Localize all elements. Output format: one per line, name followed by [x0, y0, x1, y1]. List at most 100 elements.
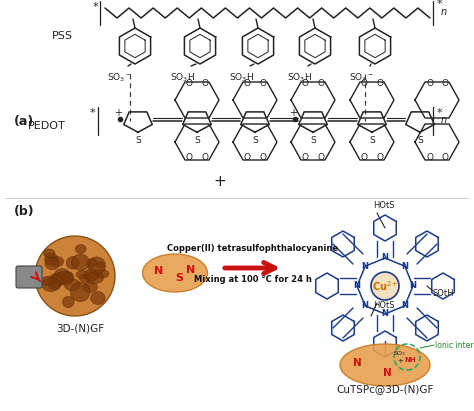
Text: 3D-(N)GF: 3D-(N)GF [56, 323, 104, 333]
Ellipse shape [51, 256, 64, 267]
Text: Copper(II) tetrasulfophthalocyanine: Copper(II) tetrasulfophthalocyanine [167, 243, 338, 252]
Text: N: N [362, 301, 369, 310]
Text: SO$_3$$^-$: SO$_3$$^-$ [108, 72, 133, 85]
Ellipse shape [340, 344, 430, 386]
Ellipse shape [56, 272, 73, 285]
Text: SO$_3$H: SO$_3$H [171, 72, 195, 85]
Ellipse shape [49, 281, 61, 290]
Text: O: O [318, 79, 325, 88]
Text: SO$_3$H: SO$_3$H [229, 72, 255, 85]
Ellipse shape [71, 282, 90, 301]
Text: N: N [382, 254, 389, 263]
Text: S: S [135, 136, 141, 145]
Text: O: O [259, 79, 266, 88]
Text: N: N [401, 262, 408, 271]
Ellipse shape [88, 257, 106, 274]
Text: N: N [401, 301, 408, 310]
Text: O: O [201, 153, 209, 162]
Circle shape [371, 272, 399, 300]
Text: S: S [369, 136, 375, 145]
Text: HOtS: HOtS [373, 302, 394, 310]
Text: S: S [194, 136, 200, 145]
Text: *: * [437, 108, 443, 118]
Text: SO$_3$H: SO$_3$H [288, 72, 312, 85]
Text: O: O [244, 153, 250, 162]
Text: O: O [427, 79, 434, 88]
Text: O: O [185, 153, 192, 162]
Text: (a): (a) [14, 115, 34, 127]
Ellipse shape [91, 291, 105, 305]
Text: SO$_3$$^-$: SO$_3$$^-$ [349, 72, 374, 85]
Text: N: N [353, 358, 361, 368]
Ellipse shape [49, 273, 69, 285]
Text: N: N [186, 265, 196, 275]
Text: NH: NH [404, 357, 416, 363]
Text: O: O [318, 153, 325, 162]
Text: Cu$^{2+}$: Cu$^{2+}$ [372, 279, 398, 293]
Text: S: S [252, 136, 258, 145]
Ellipse shape [50, 275, 63, 287]
Text: S: S [417, 136, 423, 145]
Text: O: O [427, 153, 434, 162]
Ellipse shape [63, 296, 74, 307]
Text: O: O [301, 153, 309, 162]
FancyBboxPatch shape [16, 266, 42, 288]
Ellipse shape [95, 269, 109, 278]
Text: PSS: PSS [52, 31, 73, 41]
Text: O: O [376, 79, 383, 88]
Text: N: N [410, 282, 417, 291]
Text: (b): (b) [14, 205, 35, 217]
Ellipse shape [85, 268, 99, 281]
Ellipse shape [87, 259, 97, 267]
Text: O: O [259, 153, 266, 162]
Text: +: + [114, 108, 122, 118]
Text: *: * [92, 2, 98, 12]
Text: N: N [155, 266, 164, 276]
Text: Ionic interaction: Ionic interaction [435, 340, 474, 349]
Ellipse shape [45, 253, 58, 265]
Text: S: S [175, 273, 183, 283]
Text: n: n [441, 7, 447, 17]
Text: *: * [90, 108, 96, 118]
Ellipse shape [62, 272, 74, 283]
Ellipse shape [64, 279, 80, 291]
Text: N: N [383, 368, 392, 378]
Ellipse shape [75, 245, 86, 254]
Ellipse shape [79, 274, 90, 282]
Ellipse shape [54, 268, 70, 284]
Text: +: + [214, 173, 227, 189]
Text: SO$_3$: SO$_3$ [393, 349, 407, 358]
Ellipse shape [42, 278, 60, 291]
Ellipse shape [44, 249, 55, 258]
Ellipse shape [35, 236, 115, 316]
Text: O: O [201, 79, 209, 88]
Text: HOtS: HOtS [373, 201, 394, 210]
Text: N: N [354, 282, 361, 291]
Text: N: N [362, 262, 369, 271]
Text: O: O [185, 79, 192, 88]
Text: N: N [382, 309, 389, 319]
Text: n: n [441, 115, 447, 125]
Text: CuTSPc@3D-(N)GF: CuTSPc@3D-(N)GF [337, 384, 434, 394]
Ellipse shape [45, 257, 59, 270]
Text: S: S [310, 136, 316, 145]
Text: *: * [437, 0, 443, 9]
Text: O: O [244, 79, 250, 88]
Ellipse shape [41, 277, 54, 285]
Text: +: + [289, 108, 297, 118]
Ellipse shape [85, 272, 103, 284]
Ellipse shape [96, 262, 105, 268]
Ellipse shape [143, 254, 208, 292]
Ellipse shape [72, 254, 90, 270]
Text: O: O [361, 79, 367, 88]
Text: PEDOT: PEDOT [28, 121, 66, 131]
Text: O: O [301, 79, 309, 88]
Ellipse shape [76, 271, 89, 279]
Text: O: O [441, 79, 448, 88]
Text: O: O [376, 153, 383, 162]
Text: O: O [361, 153, 367, 162]
Text: O: O [441, 153, 448, 162]
Text: Mixing at 100 °C for 24 h: Mixing at 100 °C for 24 h [194, 275, 312, 284]
Text: SOtH: SOtH [433, 289, 455, 298]
Text: +: + [397, 358, 403, 364]
